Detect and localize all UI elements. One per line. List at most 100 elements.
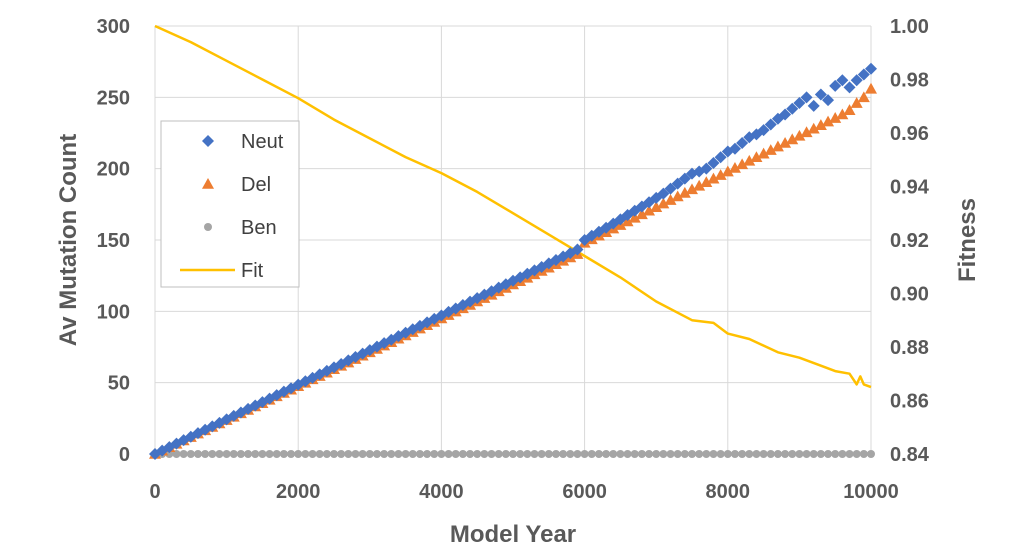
data-point-ben	[165, 450, 174, 458]
data-point-ben	[809, 450, 818, 458]
data-point-ben	[788, 450, 797, 458]
data-point-ben	[466, 450, 475, 458]
data-point-ben	[781, 450, 790, 458]
y-left-tick-label: 200	[97, 159, 130, 181]
data-point-ben	[838, 450, 847, 458]
data-point-del	[857, 91, 870, 103]
data-point-ben	[372, 450, 381, 458]
data-point-ben	[752, 450, 761, 458]
data-point-ben	[186, 450, 195, 458]
legend-items: Neut Del Ben Fit	[180, 131, 284, 282]
data-point-ben	[580, 450, 589, 458]
y-right-tick-label: 0.86	[890, 391, 929, 413]
data-point-del	[721, 165, 734, 177]
x-tick-label: 0	[149, 481, 160, 503]
data-point-ben	[716, 450, 725, 458]
y-right-tick-label: 0.90	[890, 284, 929, 306]
series-layer	[149, 24, 877, 460]
data-point-del	[671, 190, 684, 202]
data-point-del	[750, 151, 763, 163]
data-point-ben	[401, 450, 410, 458]
data-point-ben	[587, 450, 596, 458]
y-right-tick-label: 0.92	[890, 230, 929, 252]
y-left-tick-label: 150	[97, 230, 130, 252]
data-point-ben	[193, 450, 202, 458]
data-point-ben	[566, 450, 575, 458]
data-point-neut	[757, 124, 770, 137]
data-point-del	[850, 97, 863, 108]
data-point-ben	[652, 450, 661, 458]
data-point-neut	[736, 136, 749, 149]
data-point-ben	[437, 450, 446, 458]
data-point-del	[650, 201, 663, 212]
data-point-del	[743, 154, 756, 166]
data-point-ben	[559, 450, 568, 458]
data-point-ben	[602, 450, 611, 458]
data-point-ben	[659, 450, 668, 458]
data-point-del	[829, 112, 842, 123]
data-point-ben	[509, 450, 517, 458]
data-point-del	[822, 115, 835, 127]
data-point-neut	[664, 182, 677, 195]
data-point-ben	[308, 450, 317, 458]
data-point-ben	[244, 450, 253, 458]
data-point-ben	[616, 450, 625, 458]
data-point-ben	[530, 450, 539, 458]
data-point-ben	[623, 450, 632, 458]
data-point-ben	[279, 450, 288, 458]
legend-box	[160, 120, 300, 288]
data-point-ben	[330, 450, 338, 458]
data-point-ben	[816, 450, 825, 458]
data-point-del	[657, 197, 670, 209]
data-point-del	[836, 108, 849, 120]
x-tick-label: 8000	[706, 481, 751, 503]
data-point-ben	[537, 450, 546, 458]
data-point-del	[807, 122, 820, 134]
data-point-ben	[802, 450, 811, 458]
data-point-del	[779, 136, 792, 148]
data-point-ben	[294, 450, 303, 458]
data-point-ben	[688, 450, 696, 458]
data-point-ben	[645, 450, 654, 458]
data-point-ben	[666, 450, 675, 458]
data-point-neut	[857, 68, 870, 81]
data-point-neut	[557, 250, 570, 263]
data-point-neut	[850, 74, 863, 87]
data-point-del	[643, 204, 656, 216]
data-point-neut	[657, 187, 670, 200]
data-point-ben	[337, 450, 346, 458]
data-point-ben	[501, 450, 510, 458]
data-point-ben	[831, 450, 840, 458]
legend-label-ben: Ben	[241, 217, 277, 239]
data-point-del	[786, 133, 799, 145]
data-point-neut	[807, 99, 820, 112]
data-point-ben	[315, 450, 324, 458]
data-point-ben	[451, 450, 460, 458]
data-point-del	[736, 158, 749, 170]
data-point-ben	[630, 450, 639, 458]
data-point-ben	[394, 450, 403, 458]
series-ben	[151, 450, 875, 458]
series-line-fit	[154, 24, 872, 389]
data-point-ben	[458, 450, 467, 458]
data-point-ben	[730, 450, 739, 458]
data-point-del	[635, 208, 648, 220]
data-point-ben	[201, 450, 210, 458]
data-point-neut	[843, 81, 856, 94]
data-point-del	[714, 169, 727, 180]
series-neut	[149, 62, 877, 460]
data-point-ben	[215, 450, 224, 458]
y-left-tick-label: 0	[119, 444, 130, 466]
data-point-ben	[272, 450, 281, 458]
legend-swatch-ben	[204, 223, 212, 231]
data-point-neut	[829, 79, 842, 92]
y-left-tick-label: 50	[108, 373, 130, 395]
data-point-del	[843, 104, 856, 115]
y-left-tick-label: 250	[97, 87, 130, 109]
x-tick-label: 6000	[562, 481, 607, 503]
data-point-ben	[766, 450, 775, 458]
data-point-ben	[759, 450, 768, 458]
y-axis-right-title: Fitness	[954, 198, 981, 282]
